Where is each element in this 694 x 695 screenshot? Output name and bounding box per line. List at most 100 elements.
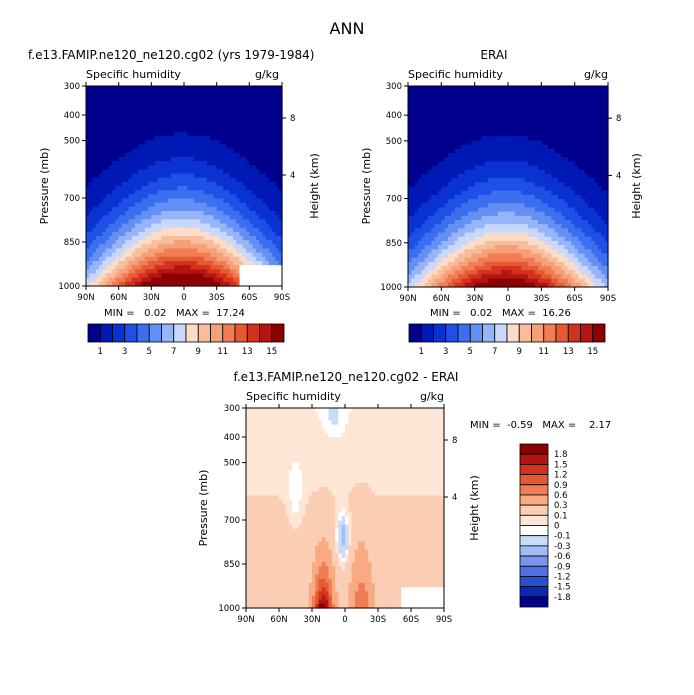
contour-cell [481,90,486,95]
contour-cell [431,90,436,95]
contour-cell [200,269,205,275]
contour-cell [255,181,260,187]
contour-cell [213,127,218,133]
contour-cell [200,223,205,229]
contour-cell [478,127,482,133]
contour-cell [431,94,436,100]
contour-cell [229,169,234,175]
contour-fill [86,86,283,287]
contour-cell [184,111,188,116]
contour-cell [461,106,466,112]
contour-cell [118,236,123,241]
contour-cell [424,136,429,142]
contour-cell [484,102,489,108]
contour-cell [239,111,244,116]
contour-cell [115,277,120,283]
contour-cell [521,132,526,137]
contour-cell [272,281,277,287]
contour-cell [236,190,241,195]
contour-cell [278,123,283,129]
contour-cell [233,244,237,250]
contour-cell [154,211,159,216]
contour-cell [197,173,201,179]
contour-cell [223,231,228,237]
contour-cell [125,156,130,162]
contour-cell [242,273,247,279]
contour-cell [551,140,556,146]
contour-cell [528,144,532,150]
contour-cell [115,136,120,141]
contour-cell [210,119,214,125]
contour-cell [518,86,522,91]
contour-cell [229,244,234,250]
contour-cell [128,202,133,208]
contour-cell [441,140,446,146]
contour-cell [478,140,482,146]
contour-cell [541,136,546,142]
contour-cell [190,111,195,116]
panel-title: f.e13.FAMIP.ne120_ne120.cg02 (yrs 1979-1… [28,48,315,62]
contour-cell [461,144,466,150]
contour-cell [157,194,162,200]
contour-cell [531,94,536,100]
contour-cell [239,219,244,225]
contour-cell [233,127,237,133]
contour-cell [190,165,195,170]
contour-cell [411,161,416,167]
contour-cell [588,119,592,125]
contour-cell [272,173,277,179]
contour-cell [581,127,586,133]
contour-cell [259,248,263,254]
contour-cell [86,252,90,258]
contour-cell [144,265,149,270]
contour-cell [598,119,602,125]
contour-cell [174,269,179,275]
contour-cell [86,123,90,129]
contour-cell [461,119,466,125]
contour-cell [99,140,103,145]
contour-cell [594,119,599,125]
contour-cell [275,181,280,187]
contour-cell [494,106,499,112]
contour-cell [184,277,188,283]
contour-cell [154,148,159,154]
contour-cell [548,106,552,112]
contour-cell [203,131,208,137]
contour-cell [118,86,123,91]
contour-cell [148,173,152,179]
contour-cell [223,202,228,208]
contour-cell [131,136,136,141]
contour-cell [164,165,169,170]
contour-cell [200,202,205,208]
contour-cell [226,236,231,241]
contour-cell [151,111,156,116]
contour-cell [544,127,549,133]
contour-cell [89,240,94,245]
contour-cell [262,148,267,154]
contour-cell [464,123,469,129]
contour-cell [242,181,247,187]
contour-cell [112,181,116,187]
contour-cell [177,181,182,187]
contour-cell [514,123,519,129]
contour-cell [255,94,260,100]
contour-cell [229,127,234,133]
contour-cell [414,106,419,112]
contour-cell [252,281,257,287]
contour-cell [138,119,143,125]
contour-cell [180,173,185,179]
contour-cell [148,148,152,154]
contour-cell [424,140,429,146]
contour-cell [167,140,172,145]
contour-cell [102,131,107,137]
contour-cell [272,198,277,204]
contour-cell [213,223,218,229]
contour-cell [102,156,107,162]
contour-cell [216,102,221,108]
contour-cell [541,98,546,104]
contour-cell [118,261,123,266]
contour-cell [268,240,273,245]
contour-cell [568,111,572,116]
contour-cell [223,190,228,195]
contour-cell [174,219,179,225]
